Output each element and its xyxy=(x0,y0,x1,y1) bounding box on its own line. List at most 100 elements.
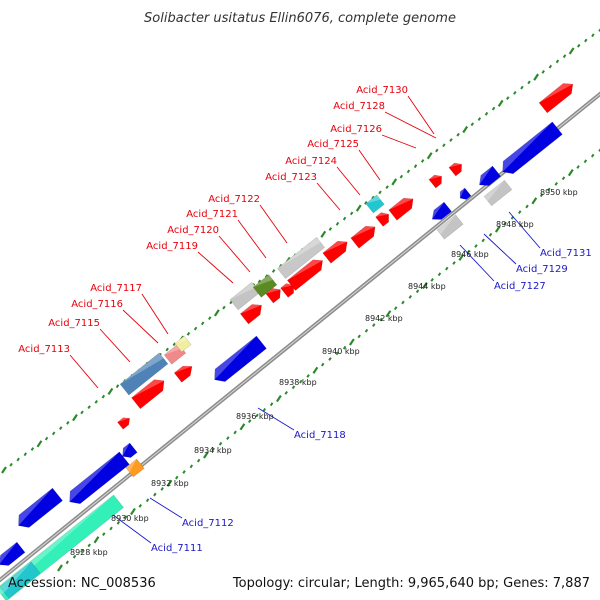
reverse-gene-arrow-body xyxy=(459,187,472,200)
tick-mark xyxy=(182,470,186,474)
tick-mark xyxy=(474,244,478,248)
tick-mark xyxy=(109,526,113,531)
reverse-gene-arrow-body xyxy=(214,335,267,382)
tick-mark xyxy=(567,168,574,177)
tick-mark xyxy=(598,148,600,152)
scale-label: 8936 kbp xyxy=(236,412,274,421)
gene-label-acid-7115: Acid_7115 xyxy=(48,318,100,329)
forward-gene-arrow-shine xyxy=(117,417,130,423)
gene-label-acid-7126: Acid_7126 xyxy=(330,124,382,135)
forward-gene-arrow xyxy=(276,236,326,280)
tick-mark xyxy=(233,430,237,435)
gene-label-acid-7121: Acid_7121 xyxy=(186,209,238,220)
tick-mark xyxy=(349,211,354,216)
tick-mark xyxy=(456,132,460,137)
gene-label-acid-7129: Acid_7129 xyxy=(516,264,568,275)
tick-mark xyxy=(357,334,361,339)
reverse-gene-arrow-body xyxy=(125,458,145,478)
tick-mark xyxy=(442,143,446,148)
tick-mark xyxy=(584,38,588,43)
tick-mark xyxy=(533,73,540,81)
reverse-label-leader xyxy=(483,233,517,265)
scale-label: 8934 kbp xyxy=(194,446,232,455)
gene-label-acid-7117: Acid_7117 xyxy=(90,283,142,294)
scale-label: 8948 kbp xyxy=(496,220,534,229)
forward-gene-arrow-shine xyxy=(388,198,414,211)
forward-gene-arrow xyxy=(322,240,348,264)
forward-gene-arrow-body xyxy=(174,335,192,353)
gene-label-acid-7118: Acid_7118 xyxy=(294,430,346,441)
forward-label-leader xyxy=(69,354,99,389)
tick-mark xyxy=(284,391,288,395)
forward-gene-arrow-shine xyxy=(120,352,164,385)
reverse-gene-arrow-body xyxy=(122,442,138,458)
forward-label-leader xyxy=(122,309,159,344)
tick-mark xyxy=(481,238,485,243)
tick-mark xyxy=(130,507,136,516)
tick-mark xyxy=(166,479,173,487)
gene-label-acid-7123: Acid_7123 xyxy=(265,172,317,183)
forward-label-leader xyxy=(99,328,131,363)
tick-mark xyxy=(408,294,412,299)
tick-mark xyxy=(561,176,566,181)
tick-mark xyxy=(379,317,383,322)
tick-mark xyxy=(547,187,551,192)
forward-label-leader xyxy=(141,293,169,335)
reverse-gene-arrow xyxy=(483,179,513,207)
forward-gene-arrow xyxy=(388,197,414,221)
tick-mark xyxy=(399,174,404,179)
tick-mark xyxy=(488,232,493,237)
tick-mark xyxy=(598,28,600,32)
reverse-label-leader xyxy=(257,407,295,431)
forward-gene-arrow-shine xyxy=(539,83,573,103)
forward-gene-arrow-body xyxy=(173,365,193,383)
tick-mark xyxy=(23,452,27,457)
tick-mark xyxy=(513,90,517,95)
tick-mark xyxy=(186,331,191,336)
forward-gene-arrow-body xyxy=(280,283,294,298)
tick-mark xyxy=(320,362,325,367)
tick-mark xyxy=(145,498,150,503)
reverse-gene-arrow-body xyxy=(479,165,502,186)
tick-mark xyxy=(401,300,405,305)
tick-mark xyxy=(364,328,369,333)
tick-mark xyxy=(44,436,49,441)
tick-mark xyxy=(497,99,504,107)
forward-gene-arrow xyxy=(286,259,323,291)
tick-mark xyxy=(1,466,7,474)
forward-gene-arrow-body xyxy=(428,174,443,189)
tick-mark xyxy=(378,190,382,195)
forward-gene-arrow-shine xyxy=(174,335,188,344)
tick-mark xyxy=(435,148,439,153)
tick-mark xyxy=(160,487,164,491)
tick-mark xyxy=(9,462,13,467)
reverse-gene-arrow xyxy=(479,165,502,186)
reverse-gene-arrow xyxy=(459,187,472,200)
tick-mark xyxy=(299,379,303,384)
tick-mark xyxy=(65,560,70,565)
tick-mark xyxy=(138,503,142,508)
tick-mark xyxy=(107,387,114,396)
tick-mark xyxy=(420,159,425,163)
forward-gene-arrow xyxy=(448,162,463,177)
scale-label: 8932 kbp xyxy=(151,479,189,488)
tick-mark xyxy=(494,225,501,233)
tick-mark xyxy=(342,345,347,350)
tick-mark xyxy=(66,420,70,425)
tick-mark xyxy=(555,59,560,64)
forward-gene-arrow xyxy=(365,194,385,214)
reverse-gene-arrow xyxy=(431,201,452,220)
tick-mark xyxy=(87,405,91,410)
gene-label-acid-7120: Acid_7120 xyxy=(167,225,219,236)
tick-mark xyxy=(355,204,362,212)
tick-mark xyxy=(200,321,205,326)
tick-mark xyxy=(306,374,310,378)
forward-label-leader xyxy=(381,134,417,149)
tick-mark xyxy=(312,366,319,374)
tick-mark xyxy=(36,440,43,448)
forward-gene-arrow-body xyxy=(117,417,131,430)
tick-mark xyxy=(562,54,567,59)
gene-label-acid-7131: Acid_7131 xyxy=(540,248,592,259)
scale-label: 8944 kbp xyxy=(408,282,446,291)
